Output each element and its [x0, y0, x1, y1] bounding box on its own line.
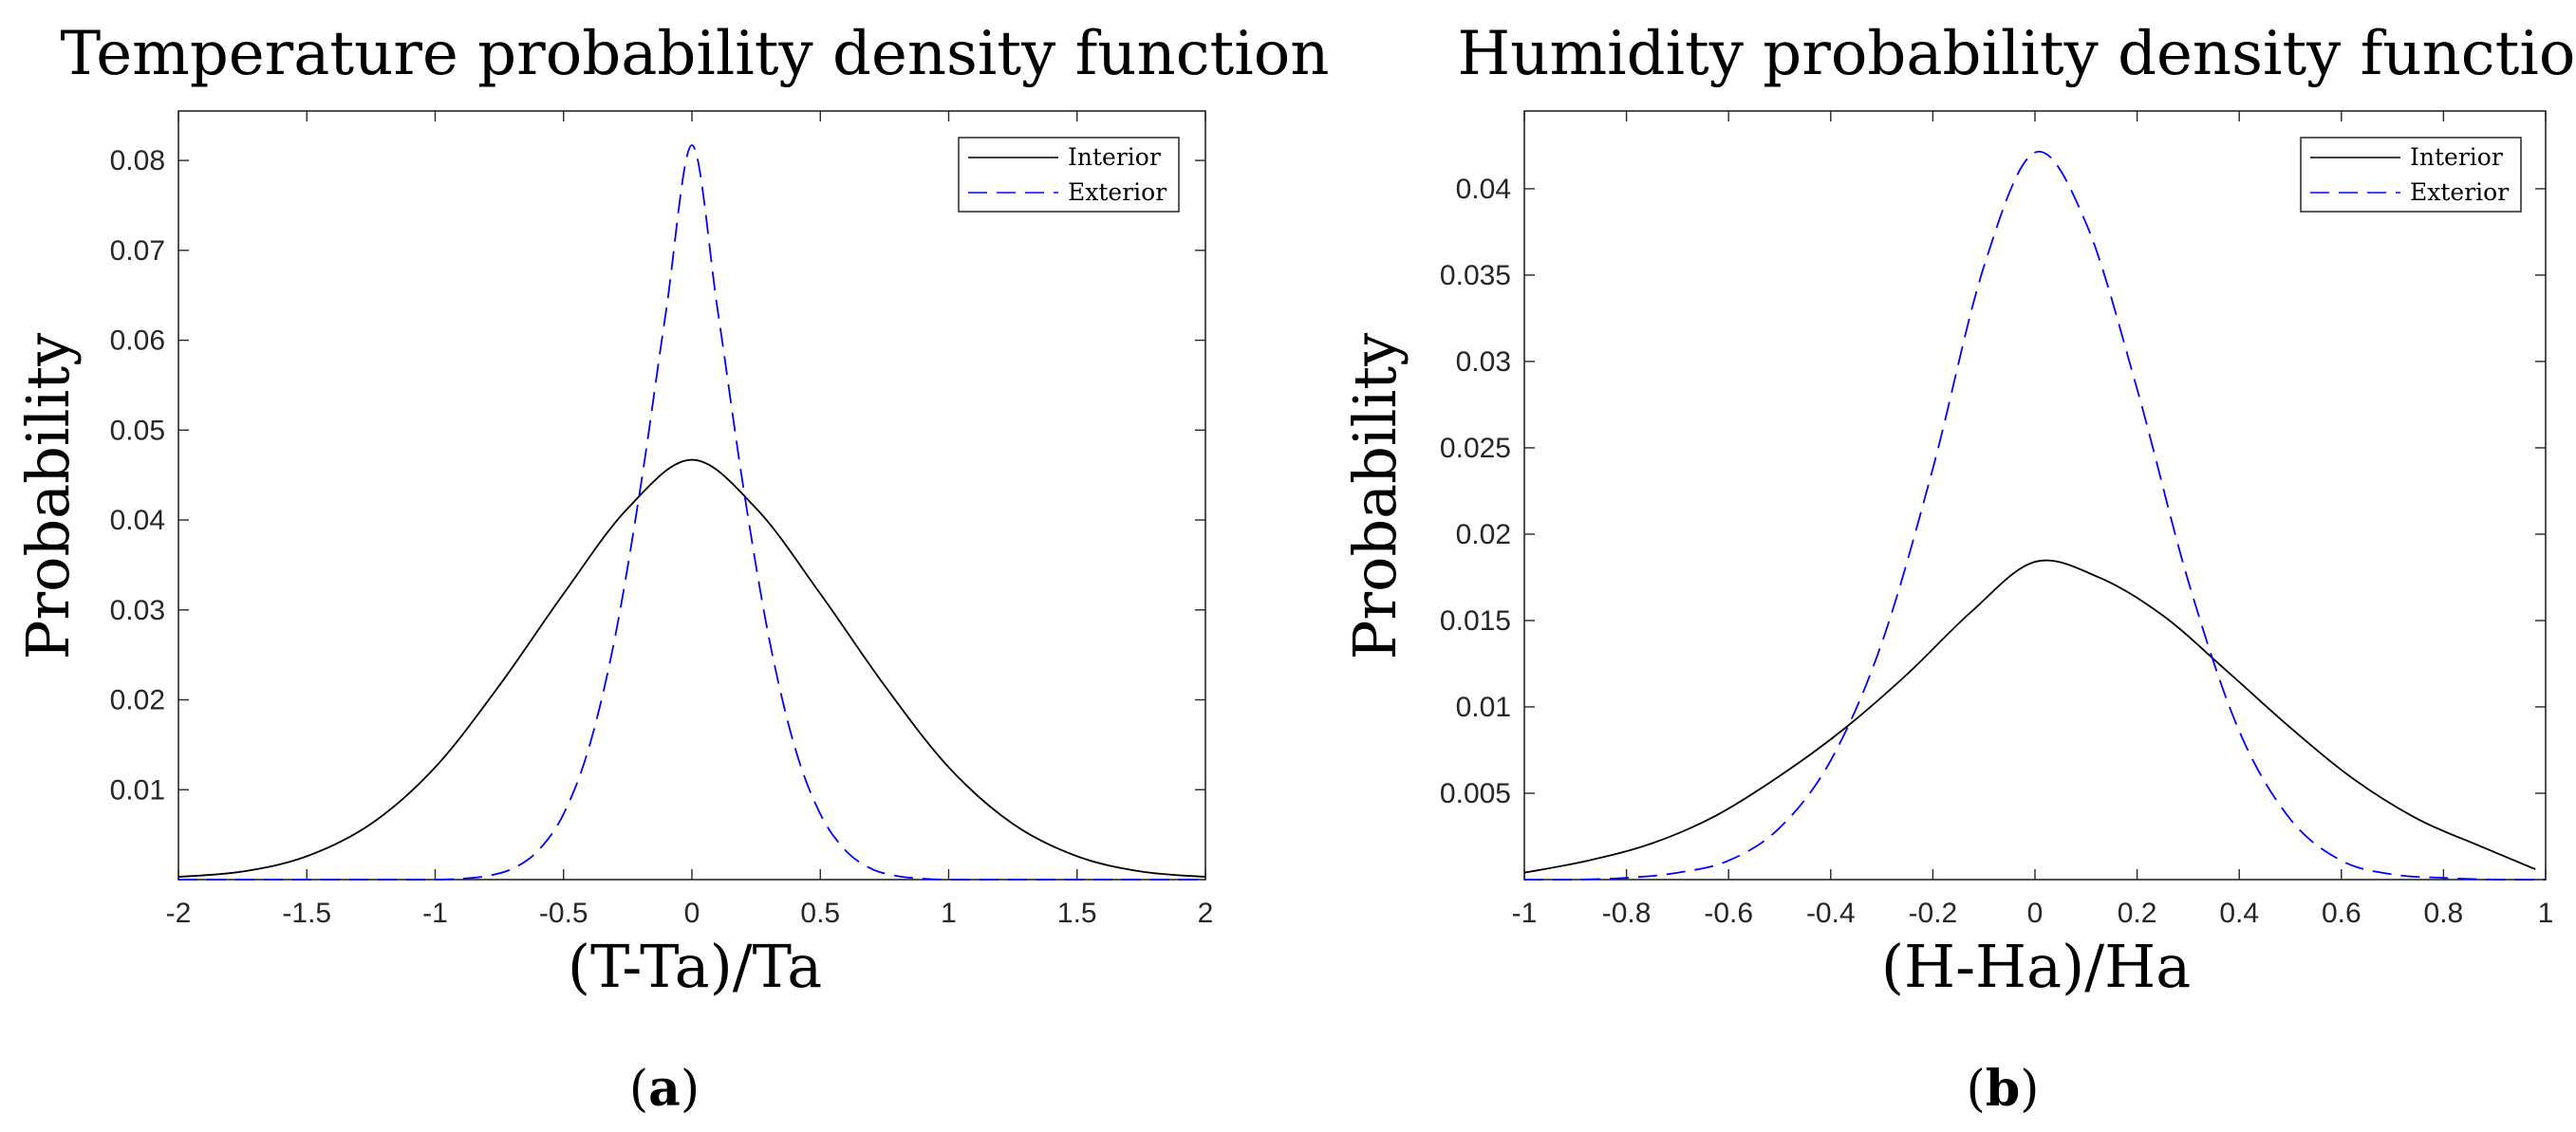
x-tick-label: -1: [1512, 898, 1538, 929]
y-tick-label: 0.07: [110, 235, 165, 267]
plot-area: -2 -1.5 -1 -0.5 0 0.5 1 1.5 2 0.01 0.02 0.03 0.04 0.0…: [110, 110, 1214, 929]
panel-caption: (a): [629, 1060, 700, 1118]
series-line-exterior: [178, 144, 1205, 881]
y-axis-label: Probability: [1340, 333, 1409, 659]
y-tick-label: 0.015: [1440, 605, 1511, 637]
y-axis-label: Probability: [13, 333, 83, 659]
x-tick-label: 0.6: [2322, 898, 2361, 929]
y-tick-label: 0.02: [110, 685, 165, 716]
series-line-exterior: [1523, 150, 2547, 881]
y-tick-label: 0.025: [1440, 433, 1511, 464]
legend-label-interior: Interior: [1068, 143, 1161, 171]
y-tick-label: 0.03: [1456, 346, 1511, 378]
y-tick-label: 0.05: [110, 415, 165, 446]
legend-label-exterior: Exterior: [2410, 178, 2509, 206]
x-tick-label: 0: [684, 898, 700, 929]
y-tick-label: 0.01: [110, 774, 165, 806]
y-tick-label: 0.02: [1456, 519, 1511, 550]
x-axis-label: (T-Ta)/Ta: [568, 932, 822, 1001]
temperature-chart-panel: Temperature probability density function…: [13, 19, 1329, 1118]
panel-caption: (b): [1967, 1060, 2040, 1118]
y-tick-label: 0.01: [1456, 692, 1511, 723]
x-tick-label: 1: [941, 898, 957, 929]
x-tick-label: 1: [2538, 898, 2554, 929]
series-line-interior: [177, 458, 1206, 879]
plot-area: -1 -0.8 -0.6 -0.4 -0.2 0 0.2 0.4 0.6 0.8 1 0.005 0.0…: [1440, 110, 2554, 929]
legend-label-interior: Interior: [2410, 143, 2503, 171]
x-tick-label: 1.5: [1057, 898, 1097, 929]
x-tick-label: 0.5: [800, 898, 840, 929]
x-tick-label: 0: [2027, 898, 2044, 929]
x-tick-label: -0.8: [1602, 898, 1652, 929]
legend: Interior Exterior: [958, 137, 1180, 213]
x-tick-label: -0.4: [1806, 898, 1856, 929]
chart-title: Temperature probability density function: [61, 19, 1330, 89]
legend-box: [2300, 137, 2522, 213]
humidity-chart-panel: Humidity probability density function Pr…: [1340, 19, 2576, 1118]
x-tick-label: -0.6: [1704, 898, 1753, 929]
legend-label-exterior: Exterior: [1068, 178, 1167, 206]
x-tick-label: -1.5: [282, 898, 331, 929]
panel-caption-letter: b: [1986, 1060, 2020, 1118]
x-tick-label: 0.8: [2424, 898, 2464, 929]
x-tick-label: -2: [166, 898, 192, 929]
y-tick-label: 0.04: [110, 505, 165, 536]
x-tick-label: -0.5: [539, 898, 588, 929]
panel-caption-letter: a: [648, 1060, 681, 1118]
y-tick-label: 0.035: [1440, 260, 1511, 291]
y-tick-label: 0.08: [110, 145, 165, 176]
x-tick-label: -0.2: [1909, 898, 1958, 929]
x-tick-label: 0.4: [2219, 898, 2259, 929]
legend-box: [958, 137, 1180, 213]
y-tick-label: 0.06: [110, 325, 165, 357]
y-tick-label: 0.005: [1440, 778, 1511, 809]
y-tick-label: 0.04: [1456, 174, 1511, 205]
x-tick-label: 2: [1198, 898, 1214, 929]
x-tick-label: -1: [422, 898, 448, 929]
chart-title: Humidity probability density function: [1457, 19, 2576, 89]
x-tick-label: 0.2: [2118, 898, 2157, 929]
legend: Interior Exterior: [2300, 137, 2522, 213]
y-tick-label: 0.03: [110, 595, 165, 626]
x-axis-label: (H-Ha)/Ha: [1881, 932, 2191, 1001]
series-line-interior: [1523, 559, 2536, 874]
